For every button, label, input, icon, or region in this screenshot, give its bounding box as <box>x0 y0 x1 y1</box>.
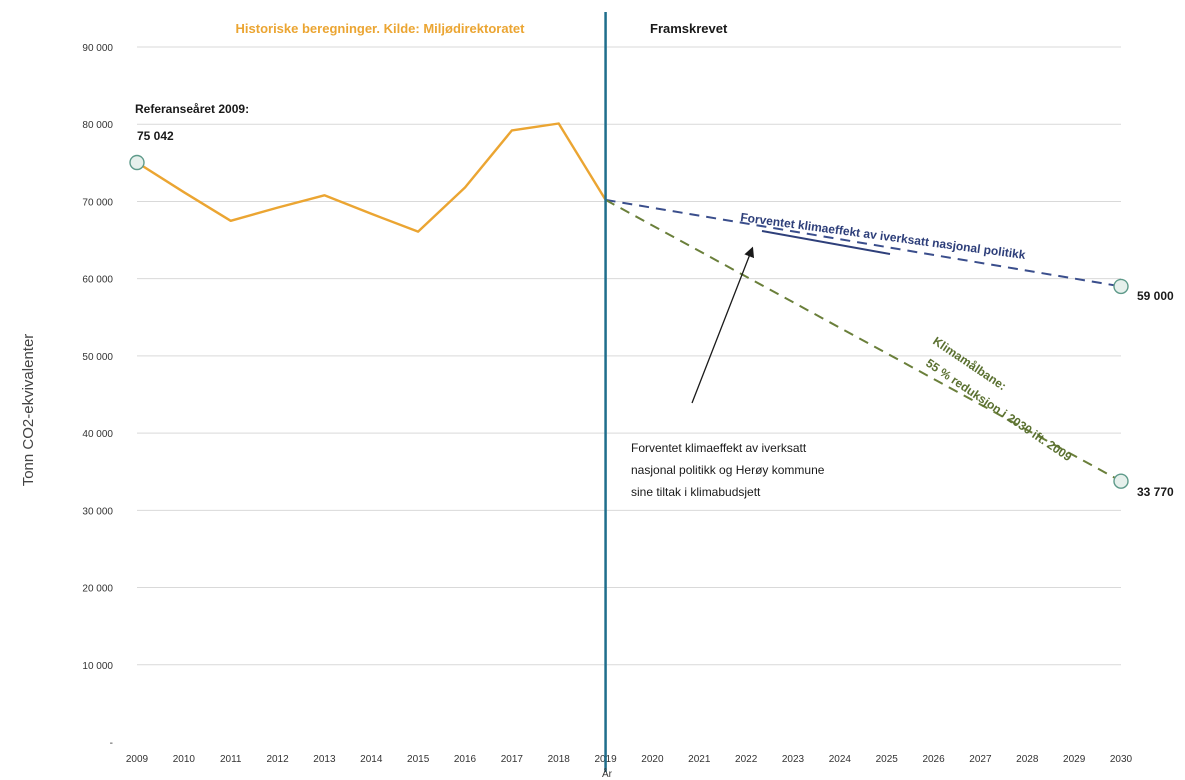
x-tick-label: 2026 <box>922 754 945 765</box>
series-markers <box>129 154 1129 489</box>
y-tick-label: 30 000 <box>82 506 113 517</box>
series-line-historical <box>136 122 607 233</box>
x-tick-label: 2025 <box>876 754 899 765</box>
y-tick-label: 40 000 <box>82 429 113 440</box>
target-label-line2: 55 % reduksjon i 2030 ift. 2009 <box>923 356 1074 464</box>
x-tick-label: 2027 <box>969 754 992 765</box>
x-tick-label: 2022 <box>735 754 758 765</box>
national-policy-label-underline <box>761 230 891 255</box>
target-end-value: 33 770 <box>1137 485 1174 499</box>
x-tick-label: 2011 <box>220 754 242 765</box>
x-tick-label: 2017 <box>501 754 524 765</box>
x-tick-label: 2016 <box>454 754 477 765</box>
x-tick-label: 2030 <box>1110 754 1133 765</box>
national-policy-end-value: 59 000 <box>1137 289 1174 303</box>
series-line-target-path <box>605 199 1122 483</box>
x-tick-label: 2029 <box>1063 754 1086 765</box>
projected-header: Framskrevet <box>650 21 728 36</box>
series-line-national-policy <box>605 198 1122 288</box>
x-tick-label: 2012 <box>266 754 289 765</box>
combined-effect-line-1: Forventet klimaeffekt av iverksatt <box>631 441 807 455</box>
x-tick-label: 2013 <box>313 754 336 765</box>
historical-header: Historiske beregninger. Kilde: Miljødire… <box>236 21 526 36</box>
x-tick-label: 2018 <box>548 754 571 765</box>
national-policy-label: Forventet klimaeffekt av iverksatt nasjo… <box>740 210 1027 262</box>
reference-year-value: 75 042 <box>137 129 174 143</box>
data-point-marker <box>1113 473 1129 489</box>
data-point-marker <box>129 154 145 171</box>
x-tick-label: 2024 <box>829 754 852 765</box>
gridlines <box>137 46 1121 666</box>
y-axis-ticks: - 10 000 20 000 30 000 40 000 50 000 60 000 70 … <box>82 43 113 749</box>
y-tick-label: - <box>110 738 113 749</box>
x-tick-label: 2009 <box>126 754 149 765</box>
x-tick-label: 2015 <box>407 754 430 765</box>
x-axis-ticks: 2009 2010 2011 2012 2013 2014 2015 2016 2017 2018… <box>126 754 1133 765</box>
y-tick-label: 10 000 <box>82 661 113 672</box>
x-tick-label: 2028 <box>1016 754 1039 765</box>
y-tick-label: 70 000 <box>82 197 113 208</box>
x-axis-title: År <box>602 767 613 780</box>
y-tick-label: 80 000 <box>82 120 113 131</box>
y-tick-label: 20 000 <box>82 584 113 595</box>
annotation-arrow <box>691 246 755 404</box>
data-point-marker <box>1113 278 1129 295</box>
y-axis-title: Tonn CO2-ekvivalenter <box>20 334 37 487</box>
x-tick-label: 2023 <box>782 754 805 765</box>
y-tick-label: 60 000 <box>82 275 113 286</box>
x-tick-label: 2010 <box>173 754 196 765</box>
combined-effect-line-3: sine tiltak i klimabudsjett <box>631 485 761 499</box>
series-lines <box>136 12 1122 772</box>
x-tick-label: 2020 <box>641 754 664 765</box>
y-tick-label: 90 000 <box>82 43 113 54</box>
combined-effect-line-2: nasjonal politikk og Herøy kommune <box>631 463 825 477</box>
x-tick-label: 2021 <box>688 754 711 765</box>
reference-year-label: Referanseåret 2009: <box>135 102 249 116</box>
y-tick-label: 50 000 <box>82 352 113 363</box>
x-tick-label: 2014 <box>360 754 383 765</box>
